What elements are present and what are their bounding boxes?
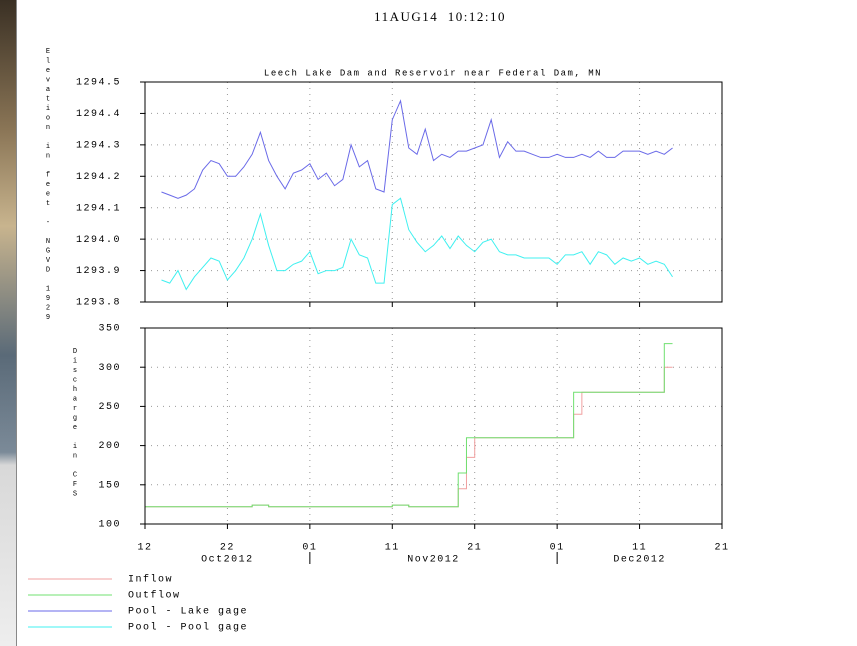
x-tick-label: 01 xyxy=(550,543,565,554)
x-tick-label: 21 xyxy=(467,543,482,554)
step-line xyxy=(145,343,673,508)
data-line xyxy=(161,197,673,291)
chart-title: Leech Lake Dam and Reservoir near Federa… xyxy=(264,68,602,78)
y-tick-label: 100 xyxy=(98,520,121,531)
y-tick-label: 250 xyxy=(98,402,121,413)
month-label: Dec2012 xyxy=(613,555,666,566)
legend-label: Pool - Lake gage xyxy=(128,606,248,618)
x-tick-label: 12 xyxy=(137,543,152,554)
y-axis-label: Discharge in CFS xyxy=(71,348,79,500)
y-tick-label: 350 xyxy=(98,324,121,335)
y-tick-label: 1294.4 xyxy=(76,109,121,120)
x-tick-label: 01 xyxy=(302,543,317,554)
month-label: Nov2012 xyxy=(407,555,460,566)
plot-frame xyxy=(144,327,723,525)
legend-label: Outflow xyxy=(128,590,181,602)
y-tick-label: 1294.1 xyxy=(76,203,121,214)
legend-label: Inflow xyxy=(128,574,173,586)
x-tick-label: 11 xyxy=(632,543,647,554)
plot-frame xyxy=(144,81,723,303)
timestamp: 11AUG14 10:12:10 xyxy=(374,9,506,24)
y-tick-label: 150 xyxy=(98,480,121,491)
y-tick-label: 1294.2 xyxy=(76,172,121,183)
y-tick-label: 1293.8 xyxy=(76,298,121,309)
y-tick-label: 1294.0 xyxy=(76,235,121,246)
plot-window xyxy=(16,0,857,646)
month-label: Oct2012 xyxy=(201,555,254,566)
y-tick-label: 200 xyxy=(98,441,121,452)
x-tick-label: 11 xyxy=(385,543,400,554)
y-tick-label: 1294.5 xyxy=(76,78,121,89)
y-axis-label: Elevation in feet - NGVD 1929 xyxy=(44,48,52,324)
step-line xyxy=(145,366,673,508)
desktop-background xyxy=(0,0,16,646)
y-tick-label: 1294.3 xyxy=(76,140,121,151)
legend-label: Pool - Pool gage xyxy=(128,622,248,634)
y-tick-label: 1293.9 xyxy=(76,266,121,277)
x-tick-label: 22 xyxy=(220,543,235,554)
y-tick-label: 300 xyxy=(98,363,121,374)
data-line xyxy=(161,99,673,199)
x-tick-label: 21 xyxy=(714,543,729,554)
